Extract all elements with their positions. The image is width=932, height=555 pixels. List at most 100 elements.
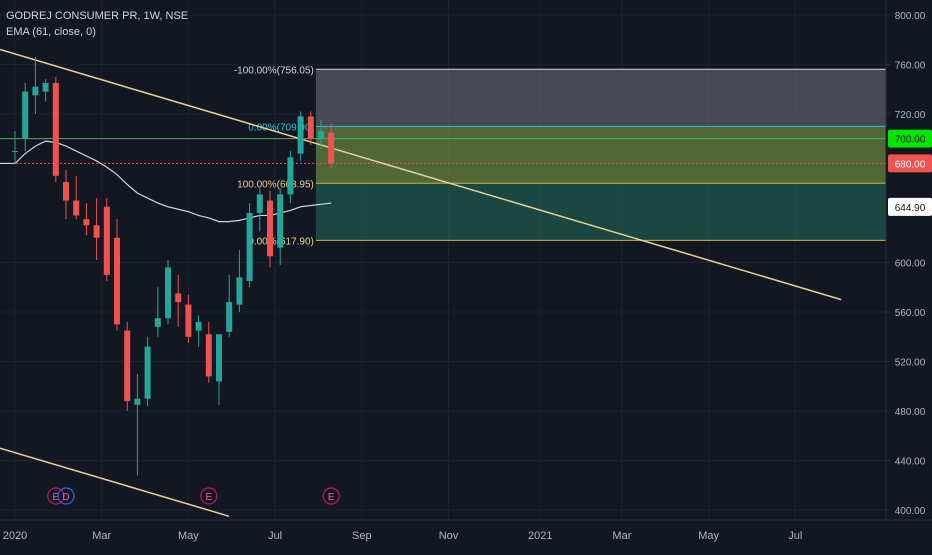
earnings-marker-label: E — [205, 492, 212, 503]
candle-body — [103, 206, 110, 275]
chart-header: GODREJ CONSUMER PR, 1W, NSE EMA (61, clo… — [6, 8, 188, 40]
candle-body — [63, 182, 69, 201]
trendline — [0, 48, 842, 301]
time-axis-bg — [0, 520, 932, 550]
candle-body — [93, 225, 100, 238]
candle-body — [124, 330, 131, 402]
candle — [114, 219, 120, 331]
candle-body — [83, 219, 90, 226]
candle-body — [12, 151, 18, 153]
time-tick-label: 2021 — [528, 530, 552, 542]
trendline — [0, 447, 230, 518]
last-price-box — [888, 197, 932, 216]
time-tick-label: May — [178, 530, 199, 542]
candle-body — [277, 194, 284, 248]
indicator-legend[interactable]: EMA (61, close, 0) — [6, 26, 96, 38]
candle — [205, 321, 212, 383]
candle-body — [328, 132, 335, 164]
horizontal-lines[interactable] — [0, 138, 886, 164]
candle — [185, 294, 192, 343]
candle-body — [307, 116, 314, 139]
earnings-marker-circle — [322, 487, 340, 505]
candle — [165, 260, 171, 325]
candle-body — [73, 200, 80, 216]
candle-body — [256, 194, 263, 213]
price-tick-label: 800.00 — [895, 11, 926, 22]
price-tick-label: 400.00 — [895, 506, 926, 517]
fib-zone-top — [315, 69, 886, 127]
candle-body — [226, 302, 233, 332]
candle-body — [246, 212, 253, 282]
last-price-label: 644.90 — [895, 203, 926, 214]
candle-body — [216, 334, 222, 382]
fib-level-label: -100.00%(756.05) — [234, 65, 314, 76]
candle-body — [297, 116, 304, 154]
trendlines[interactable] — [0, 48, 842, 518]
candle — [297, 111, 304, 161]
candle-body — [205, 334, 212, 377]
candle-body — [236, 277, 243, 305]
candle-body — [154, 318, 161, 327]
candle — [32, 56, 39, 114]
time-tick-label: Mar — [612, 530, 631, 542]
candle — [93, 198, 100, 260]
candles — [12, 56, 335, 476]
earnings-marker: E — [322, 487, 340, 505]
time-tick-label: May — [698, 530, 719, 542]
time-axis[interactable]: 2020 Mar May Jul Sep Nov 2021 Mar May Jul — [0, 519, 932, 550]
price-tick-label: 600.00 — [895, 258, 926, 269]
price-label-700: 700.00 — [895, 135, 926, 146]
fib-zone-mid — [315, 126, 886, 184]
candle — [318, 120, 324, 149]
price-axis-bg — [886, 0, 932, 550]
earnings-marker-circle — [47, 487, 65, 505]
candle — [287, 151, 294, 204]
time-tick-label: Sep — [352, 530, 372, 542]
candle — [124, 321, 131, 412]
candle-body — [195, 321, 202, 331]
time-tick-label: Nov — [439, 530, 459, 542]
earnings-marker-label: E — [52, 492, 59, 503]
symbol-title[interactable]: GODREJ CONSUMER PR, 1W, NSE — [6, 10, 189, 22]
fib-zone-low — [315, 183, 886, 241]
price-tick-label: 760.00 — [895, 60, 926, 71]
fib-level-label: 0.00%(709.90) — [248, 122, 314, 133]
price-tick-label: 440.00 — [895, 457, 926, 468]
candle — [256, 188, 263, 232]
price-tick-label: 520.00 — [895, 358, 926, 369]
candle — [83, 203, 90, 236]
candle — [246, 203, 253, 288]
price-label-680-box — [888, 154, 932, 173]
candle-body — [165, 267, 171, 319]
price-tick-label: 560.00 — [895, 308, 926, 319]
candle-body — [134, 398, 141, 405]
candle-body — [175, 293, 182, 303]
candle-body — [185, 304, 192, 337]
price-axis[interactable]: 400.00 440.00 480.00 520.00 560.00 600.00 644.… — [885, 0, 932, 550]
earnings-marker: D — [57, 487, 75, 505]
price-tick-label: 720.00 — [895, 110, 926, 121]
candle — [267, 190, 273, 268]
earnings-marker-label: E — [328, 492, 335, 503]
candle — [236, 250, 243, 312]
ema-polyline — [0, 140, 332, 223]
time-tick-label: Jul — [788, 530, 802, 542]
candle — [195, 315, 202, 347]
time-tick-label: Mar — [92, 530, 111, 542]
candle — [175, 274, 182, 327]
candle-body — [267, 200, 273, 257]
candle — [144, 336, 151, 407]
candle — [103, 198, 110, 282]
candle-body — [114, 237, 120, 325]
fib-level-label: 100.00%(663.95) — [237, 179, 314, 190]
candle-body — [287, 157, 294, 195]
candle-body — [32, 86, 39, 96]
candle — [154, 287, 161, 337]
candle — [328, 123, 335, 169]
candle — [277, 188, 284, 265]
candle — [22, 82, 29, 152]
fib-retracement[interactable]: -100.00%(756.05) 0.00%(709.90) 100.00%(663… — [234, 65, 886, 247]
